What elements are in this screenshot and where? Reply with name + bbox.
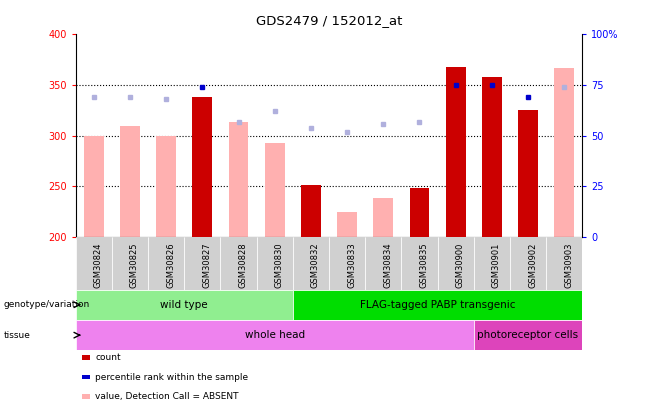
Text: percentile rank within the sample: percentile rank within the sample (95, 373, 249, 382)
Text: GSM30828: GSM30828 (238, 242, 247, 288)
Text: GSM30901: GSM30901 (492, 242, 501, 288)
Bar (76, 290, 293, 320)
Text: photoreceptor cells: photoreceptor cells (478, 330, 578, 340)
Text: value, Detection Call = ABSENT: value, Detection Call = ABSENT (95, 392, 239, 401)
Bar (409, 188, 430, 237)
Bar (184, 237, 220, 290)
Text: GSM30825: GSM30825 (130, 242, 139, 288)
Text: GSM30900: GSM30900 (455, 242, 465, 288)
Bar (148, 237, 184, 290)
Text: GSM30835: GSM30835 (420, 242, 428, 288)
Bar (120, 126, 140, 237)
Bar (474, 237, 510, 290)
Text: tissue: tissue (3, 330, 30, 340)
Bar (373, 198, 393, 237)
Bar (76, 320, 474, 350)
Bar (293, 290, 582, 320)
Text: GSM30834: GSM30834 (383, 242, 392, 288)
Bar (546, 237, 582, 290)
Text: GSM30902: GSM30902 (528, 242, 537, 288)
Text: GSM30824: GSM30824 (93, 242, 103, 288)
Text: GSM30833: GSM30833 (347, 242, 356, 288)
Bar (445, 67, 466, 237)
Bar (293, 237, 329, 290)
Bar (257, 237, 293, 290)
Text: GSM30830: GSM30830 (275, 242, 284, 288)
Bar (482, 77, 502, 237)
Bar (329, 237, 365, 290)
Text: genotype/variation: genotype/variation (3, 300, 89, 309)
Bar (518, 111, 538, 237)
Bar (112, 237, 148, 290)
Bar (365, 237, 401, 290)
Text: GSM30826: GSM30826 (166, 242, 175, 288)
Bar (76, 237, 112, 290)
Text: count: count (95, 353, 121, 362)
Bar (401, 237, 438, 290)
Text: whole head: whole head (245, 330, 305, 340)
Bar (84, 136, 104, 237)
Bar (228, 122, 249, 237)
Text: wild type: wild type (161, 300, 208, 310)
Bar (474, 320, 582, 350)
Bar (156, 136, 176, 237)
Bar (192, 97, 213, 237)
Bar (265, 143, 285, 237)
Text: GSM30832: GSM30832 (311, 242, 320, 288)
Bar (438, 237, 474, 290)
Bar (220, 237, 257, 290)
Text: FLAG-tagged PABP transgenic: FLAG-tagged PABP transgenic (360, 300, 515, 310)
Bar (301, 185, 321, 237)
Text: GSM30827: GSM30827 (202, 242, 211, 288)
Text: GDS2479 / 152012_at: GDS2479 / 152012_at (256, 14, 402, 27)
Bar (337, 211, 357, 237)
Text: GSM30903: GSM30903 (565, 242, 573, 288)
Bar (510, 237, 546, 290)
Bar (554, 68, 574, 237)
